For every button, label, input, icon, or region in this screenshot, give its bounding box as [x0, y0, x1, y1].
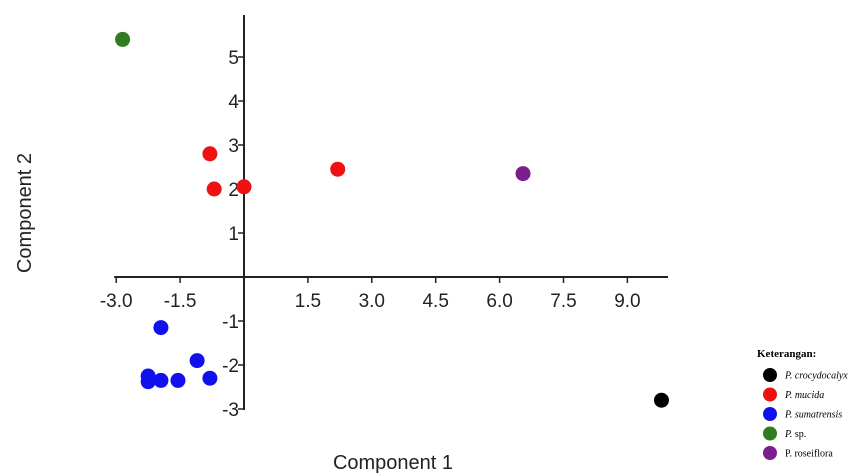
legend-marker	[763, 446, 777, 460]
data-point	[236, 179, 252, 195]
data-point	[202, 370, 218, 386]
y-axis-title: Component 2	[14, 153, 36, 273]
tick-labels: -3.0 -1.5 1.5 3.0 4.5 6.0 7.5 9.0 -3 -2 -1 1 2 3 4 5	[100, 48, 641, 421]
legend-marker	[763, 426, 777, 441]
y-tick-label: 4	[228, 92, 239, 113]
y-tick-label: 1	[228, 224, 239, 245]
legend-marker	[763, 387, 777, 402]
y-tick-label: -1	[222, 312, 239, 333]
x-tick-label: 4.5	[422, 291, 448, 312]
x-tick-label: 6.0	[486, 291, 512, 312]
data-point	[189, 353, 205, 369]
x-tick-label: 7.5	[550, 291, 576, 312]
data-point	[153, 372, 169, 388]
data-point	[202, 146, 218, 162]
y-tick-label: 5	[228, 48, 239, 69]
y-tick-label: 2	[228, 180, 239, 201]
x-tick-label: 3.0	[359, 291, 385, 312]
legend-label: P. mucida	[784, 390, 824, 401]
legend-label: P. roseiflora	[785, 449, 833, 460]
axes	[114, 15, 668, 410]
x-tick-label: 1.5	[295, 291, 321, 312]
data-points	[115, 31, 669, 408]
legend-marker	[763, 368, 777, 382]
x-tick-label: 9.0	[614, 291, 640, 312]
x-axis-title: Component 1	[333, 452, 453, 474]
y-tick-label: -3	[222, 400, 239, 421]
legend-label: P. sp.	[784, 429, 806, 440]
data-point	[206, 181, 222, 197]
y-tick-label: 3	[228, 136, 239, 157]
data-point	[170, 372, 186, 388]
legend-title: Keterangan:	[757, 348, 816, 360]
data-point	[330, 161, 346, 177]
legend-label: P. crocydocalyx	[784, 371, 848, 382]
legend: Keterangan: P. crocydocalyx P. mucida P. s…	[757, 348, 848, 460]
legend-label: P. sumatrensis	[784, 410, 842, 421]
data-point	[153, 320, 169, 336]
x-tick-label: -3.0	[100, 291, 133, 312]
data-point	[653, 392, 669, 408]
legend-marker	[763, 407, 777, 421]
data-point	[140, 374, 156, 390]
y-tick-label: -2	[222, 356, 239, 377]
data-point	[115, 31, 131, 47]
data-point	[515, 166, 531, 182]
x-tick-label: -1.5	[164, 291, 197, 312]
